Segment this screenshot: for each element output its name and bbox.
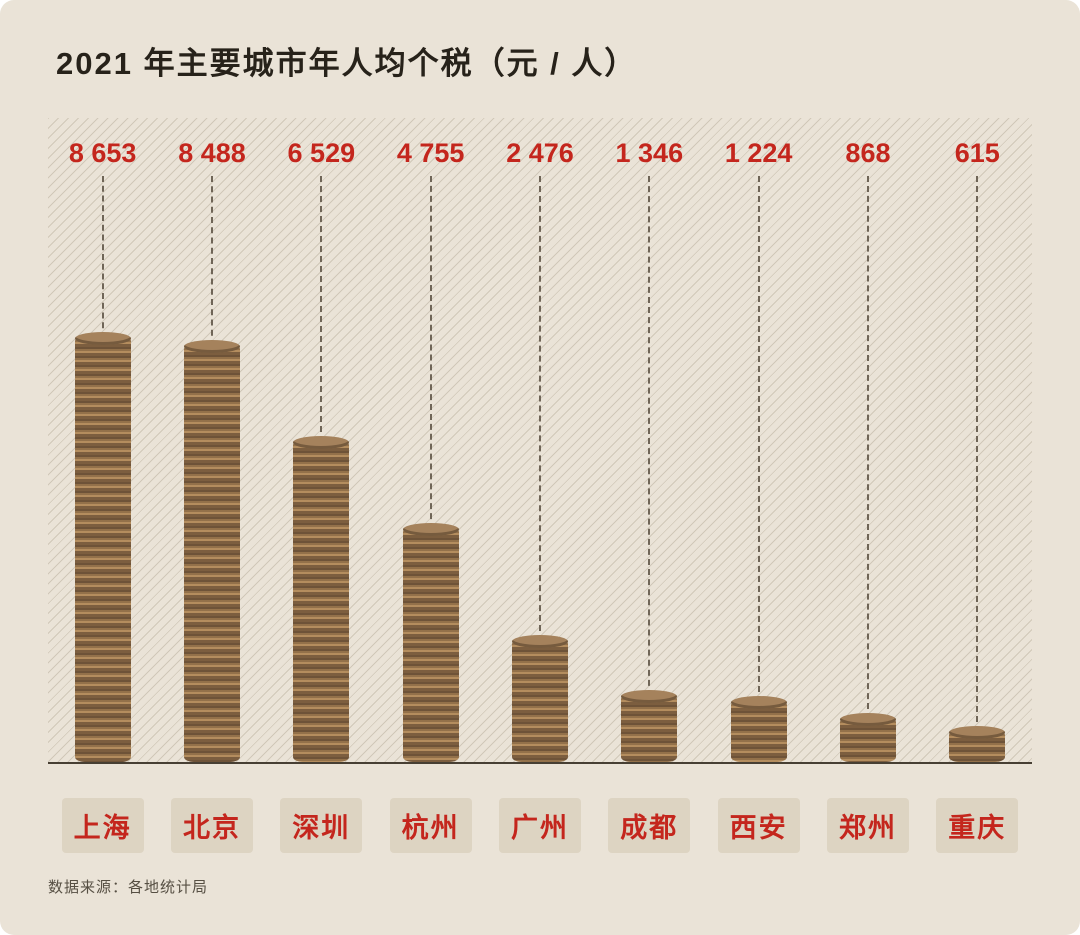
value-label: 6 529 [287,138,356,168]
value-label: 1 224 [724,138,793,168]
bar-column: 2 476 [485,118,594,762]
dashed-guide-line [976,176,979,732]
coin-stack-bar [730,696,787,762]
city-tag: 成都 [608,798,691,853]
coin-stack-top [183,340,240,353]
bar-column: 6 529 [267,118,376,762]
city-tag-slot: 深圳 [267,798,376,853]
dashed-guide-line [757,176,760,702]
city-tag-slot: 重庆 [923,798,1032,853]
source-note: 数据来源：各地统计局 [48,879,209,896]
value-label: 868 [845,138,891,168]
dashed-guide-line [101,176,104,338]
bar-column: 8 488 [157,118,266,762]
bar-column: 1 346 [595,118,704,762]
city-tag: 郑州 [826,798,909,853]
bar-columns: 8 653 8 488 6 529 4 755 2 476 1 346 1 224 868 61… [48,118,1032,762]
coin-stack-bar [511,635,568,762]
value-label: 2 476 [506,138,574,168]
coin-stack-top [511,635,568,648]
city-label-row: 上海 北京 深圳 杭州 广州 成都 西安 郑州 重庆 [48,798,1032,853]
coin-stack-top [730,696,787,709]
baseline-axis [48,762,1032,764]
bar-column: 4 755 [376,118,485,762]
value-label: 615 [954,138,1000,168]
city-tag: 杭州 [389,798,472,853]
city-tag: 重庆 [936,798,1019,853]
coin-stack-top [621,690,678,703]
city-tag-slot: 广州 [485,798,594,853]
coin-stack-top [949,726,1006,739]
value-label: 8 653 [68,138,137,168]
bar-column: 868 [813,118,922,762]
city-tag-slot: 西安 [704,798,813,853]
city-tag-slot: 上海 [48,798,157,853]
city-tag: 北京 [170,798,253,853]
value-label: 4 755 [396,138,465,168]
city-tag: 西安 [717,798,800,853]
chart-title: 2021 年主要城市年人均个税（元 / 人） [56,46,638,81]
plot-area: 8 653 8 488 6 529 4 755 2 476 1 346 1 224 868 61… [48,118,1032,764]
bar-column: 1 224 [704,118,813,762]
dashed-guide-line [648,176,651,696]
dashed-guide-line [538,176,541,641]
coin-stack-bar [74,332,131,762]
coin-stack-bar [839,713,896,762]
dashed-guide-line [320,176,323,442]
city-tag-slot: 杭州 [376,798,485,853]
coin-stack-bar [402,523,459,762]
coin-stack-bar [293,436,350,762]
coin-stack-top [293,436,350,449]
bar-column: 615 [923,118,1032,762]
bar-column: 8 653 [48,118,157,762]
value-label: 1 346 [615,138,684,168]
city-tag-slot: 成都 [595,798,704,853]
city-tag: 上海 [61,798,144,853]
city-tag: 广州 [498,798,581,853]
coin-stack-bar [621,690,678,762]
coin-stack-bar [949,726,1006,762]
city-tag-slot: 郑州 [813,798,922,853]
dashed-guide-line [429,176,432,529]
dashed-guide-line [866,176,869,719]
coin-stack-top [839,713,896,726]
city-tag: 深圳 [280,798,363,853]
value-label: 8 488 [178,138,246,168]
coin-stack-top [74,332,131,345]
coin-stack-top [402,523,459,536]
dashed-guide-line [210,176,213,346]
city-tag-slot: 北京 [157,798,266,853]
coin-stack-bar [183,340,240,762]
